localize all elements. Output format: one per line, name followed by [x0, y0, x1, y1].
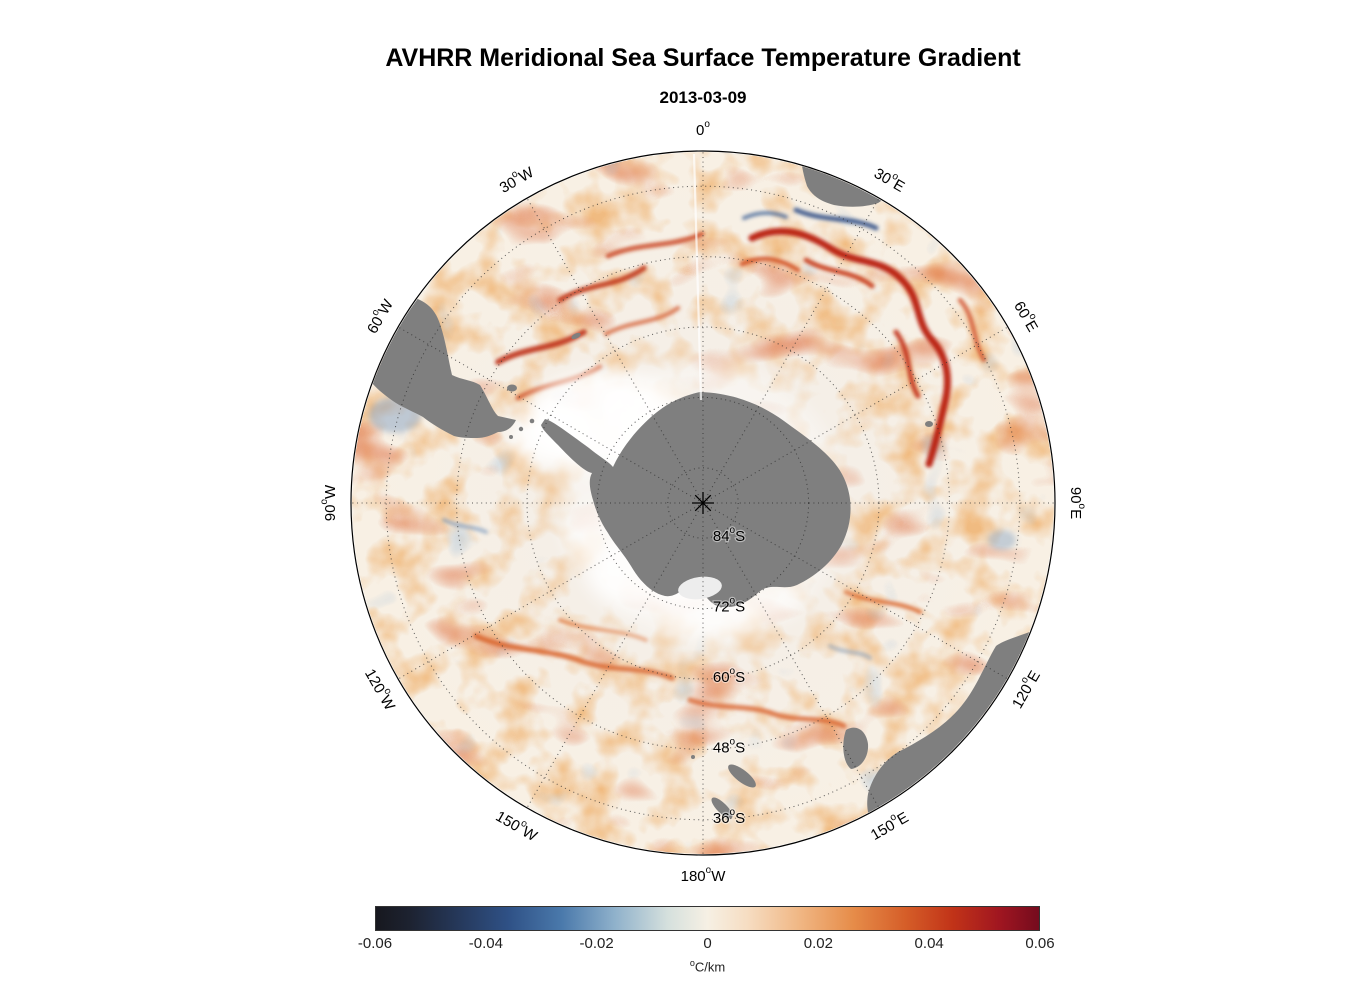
front-streak — [603, 305, 681, 337]
lon-label: 0o — [696, 119, 710, 139]
colorbar-tick-label: 0.04 — [914, 935, 944, 952]
new-zealand-south-island — [728, 764, 756, 788]
front-streak — [558, 618, 648, 642]
south-shetland-islet — [518, 426, 524, 432]
lat-label: 60oS — [713, 666, 745, 686]
colorbar-tick-label: 0 — [703, 935, 712, 952]
front-streak — [739, 256, 801, 273]
colorbar-tick-label: -0.02 — [579, 935, 614, 952]
figure-subtitle: 2013-03-09 — [659, 88, 747, 107]
pole-marker — [694, 494, 712, 512]
south-shetland-islet — [509, 435, 513, 439]
lat-gridline — [456, 256, 950, 750]
lat-label: 72oS — [713, 595, 745, 615]
frontal-streaks — [442, 207, 987, 729]
graticule — [350, 150, 1056, 856]
front-streak — [957, 297, 987, 363]
lat-gridline — [596, 396, 810, 610]
falkland-islands — [507, 384, 517, 392]
lon-label: 30oW — [495, 160, 537, 196]
ross-ice-shelf — [678, 576, 722, 600]
malvinas-red-streak — [557, 265, 647, 303]
islet — [691, 755, 695, 759]
colorbar-tick-label: -0.06 — [357, 935, 393, 952]
lat-label: 84oS — [713, 525, 745, 545]
lat-label: 36oS — [713, 806, 745, 826]
agulhas-return-red-band — [748, 227, 951, 468]
front-streak — [605, 231, 705, 259]
colorbar-unit: oC/km — [689, 958, 726, 975]
new-zealand-north-island — [711, 797, 733, 819]
negative-streak — [828, 644, 872, 660]
south-shetland-islet — [529, 418, 535, 424]
lat-gridline — [385, 185, 1021, 821]
south-georgia-island — [571, 332, 581, 340]
map-interior — [352, 152, 1054, 854]
lon-label: 30oE — [871, 162, 909, 195]
colorbar: -0.06 -0.04 -0.02 0 0.02 0.04 0.06 oC/km — [358, 906, 1055, 975]
lon-label: 90oW — [319, 484, 339, 521]
agulhas-blue-streak — [793, 207, 879, 231]
kerguelen-island — [925, 421, 933, 427]
colorbar-tick-labels: -0.06 -0.04 -0.02 0 0.02 0.04 0.06 — [358, 935, 1055, 955]
blue-streak — [742, 211, 788, 220]
lon-label: 60oW — [361, 294, 397, 336]
tasmania — [843, 727, 869, 769]
lon-label: 180oW — [681, 865, 727, 885]
map-boundary-circle — [350, 150, 1056, 856]
colorbar-tick-label: 0.06 — [1025, 935, 1055, 952]
colorbar-tick-label: -0.04 — [468, 935, 503, 952]
lon-label: 90oE — [1068, 487, 1088, 519]
negative-streak — [442, 518, 488, 534]
data-seam-line — [692, 153, 703, 401]
colorbar-gradient — [375, 906, 1040, 931]
lat-label: 48oS — [713, 736, 745, 756]
lat-gridline — [526, 326, 880, 680]
colorbar-tick-label: 0.02 — [803, 935, 833, 952]
negative-patch — [988, 530, 1016, 550]
figure-title: AVHRR Meridional Sea Surface Temperature… — [385, 44, 1021, 72]
lat-gridline — [667, 467, 739, 539]
front-streak — [473, 633, 675, 681]
antarctica — [541, 392, 851, 608]
front-streak — [803, 257, 875, 289]
front-streak — [893, 329, 921, 399]
lon-label: 60oE — [1011, 297, 1044, 335]
front-streak — [687, 697, 847, 729]
